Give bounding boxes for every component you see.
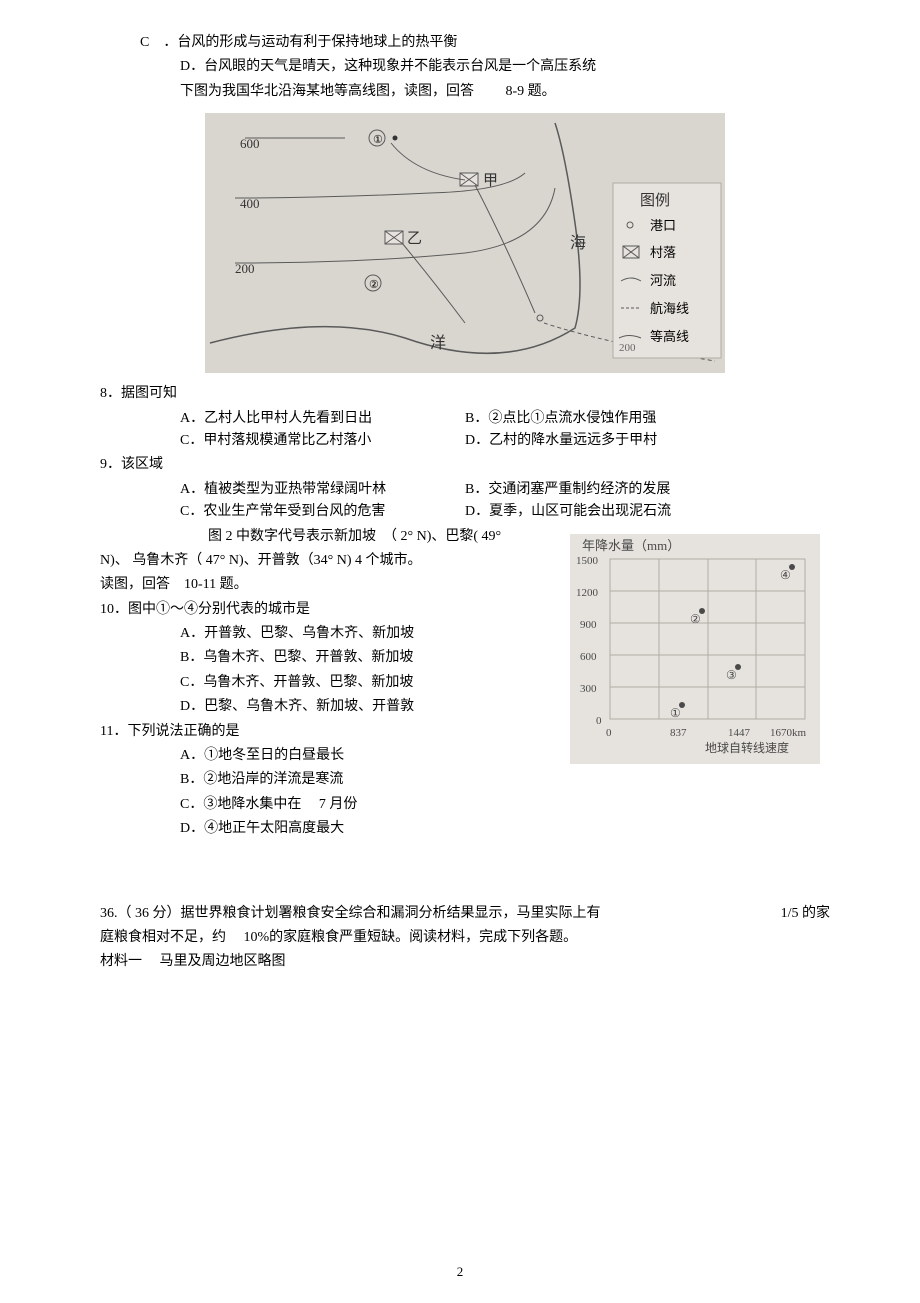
legend-title: 图例 <box>640 192 670 209</box>
contour-600: 600 <box>240 136 260 151</box>
q8-a: A．乙村人比甲村人先看到日出 <box>100 408 465 430</box>
q9-a: A．植被类型为亚热带常绿阔叶林 <box>100 479 465 501</box>
marker-2: ② <box>369 279 379 291</box>
q8-d: D．乙村的降水量远远多于甲村 <box>465 430 830 452</box>
ytick-300: 300 <box>580 683 597 695</box>
q11-a: A．①地冬至日的白昼最长 <box>100 745 570 767</box>
q10-lead2: N)、 乌鲁木齐（ 47° N)、开普敦（34° N) 4 个城市。 <box>100 550 570 572</box>
xtick-837: 837 <box>670 727 687 739</box>
q10-stem: 10．图中①～④分别代表的城市是 <box>100 599 570 621</box>
ytick-900: 900 <box>580 619 597 631</box>
q10-lead3: 读图，回答 10-11 题。 <box>100 574 570 596</box>
legend-contour-val: 200 <box>619 342 636 354</box>
xtick-1447: 1447 <box>728 727 751 739</box>
q9-c: C．农业生产常年受到台风的危害 <box>100 501 465 523</box>
legend-route: 航海线 <box>650 301 689 316</box>
q11-stem: 11．下列说法正确的是 <box>100 721 570 743</box>
sea-label: 海 <box>570 234 586 252</box>
q11-c: C．③地降水集中在 7 月份 <box>100 794 570 816</box>
opt-c: C ．台风的形成与运动有利于保持地球上的热平衡 <box>100 32 830 54</box>
q10-c: C．乌鲁木齐、开普敦、巴黎、新加坡 <box>100 672 570 694</box>
q10-lead1: 图 2 中数字代号表示新加坡 （ 2° N)、巴黎( 49° <box>100 526 570 548</box>
ytick-1200: 1200 <box>576 587 599 599</box>
village-jia: 甲 <box>483 173 498 189</box>
q36-l1b: 1/5 的家 <box>699 903 830 925</box>
ytick-0: 0 <box>596 715 602 727</box>
q9-b: B．交通闭塞严重制约经济的发展 <box>465 479 830 501</box>
q9-stem: 9．该区域 <box>100 454 830 476</box>
opt-d: D．台风眼的天气是晴天，这种现象并不能表示台风是一个高压系统 <box>100 56 830 78</box>
chart-figure: 年降水量（mm） 1500 1200 900 600 300 0 <box>570 524 830 772</box>
contour-400: 400 <box>240 196 260 211</box>
map-svg: 600 400 200 ① ② 甲 乙 海 洋 图例 港口 村落 河流 航海线 … <box>205 113 725 373</box>
legend-contour: 等高线 <box>650 329 689 344</box>
q11-b: B．②地沿岸的洋流是寒流 <box>100 769 570 791</box>
pt1: ① <box>670 706 681 720</box>
chart-svg: 年降水量（mm） 1500 1200 900 600 300 0 <box>570 534 820 764</box>
contour-200: 200 <box>235 261 255 276</box>
q9-d: D．夏季，山区可能会出现泥石流 <box>465 501 830 523</box>
village-yi: 乙 <box>407 231 422 247</box>
pt2: ② <box>690 612 701 626</box>
legend-village: 村落 <box>650 245 676 260</box>
legend-river: 河流 <box>650 273 676 288</box>
pt3: ③ <box>726 668 737 682</box>
x-caption: 地球自转线速度 <box>705 740 789 755</box>
marker-1: ① <box>373 134 383 146</box>
pt4: ④ <box>780 568 791 582</box>
q11-d: D．④地正午太阳高度最大 <box>100 818 570 840</box>
page-number: 2 <box>0 1262 920 1283</box>
legend-port: 港口 <box>650 218 676 233</box>
q36-l1a: 36.（ 36 分）据世界粮食计划署粮食安全综合和漏洞分析结果显示，马里实际上有 <box>100 903 699 925</box>
map-figure: 600 400 200 ① ② 甲 乙 海 洋 图例 港口 村落 河流 航海线 … <box>100 113 830 373</box>
lead-8-9: 下图为我国华北沿海某地等高线图，读图，回答 8-9 题。 <box>100 81 830 103</box>
q36-l2: 庭粮食相对不足，约 10%的家庭粮食严重短缺。阅读材料，完成下列各题。 <box>100 927 830 949</box>
ytick-600: 600 <box>580 651 597 663</box>
ytick-1500: 1500 <box>576 555 599 567</box>
q8-stem: 8．据图可知 <box>100 383 830 405</box>
xtick-1670: 1670km <box>770 727 807 739</box>
chart-title: 年降水量（mm） <box>582 538 680 553</box>
q10-b: B．乌鲁木齐、巴黎、开普敦、新加坡 <box>100 647 570 669</box>
xtick-0: 0 <box>606 727 612 739</box>
q8-b: B．②点比①点流水侵蚀作用强 <box>465 408 830 430</box>
q10-a: A．开普敦、巴黎、乌鲁木齐、新加坡 <box>100 623 570 645</box>
q8-c: C．甲村落规模通常比乙村落小 <box>100 430 465 452</box>
q36-l3: 材料一 马里及周边地区略图 <box>100 951 830 973</box>
ocean-label: 洋 <box>430 334 446 352</box>
q10-d: D．巴黎、乌鲁木齐、新加坡、开普敦 <box>100 696 570 718</box>
